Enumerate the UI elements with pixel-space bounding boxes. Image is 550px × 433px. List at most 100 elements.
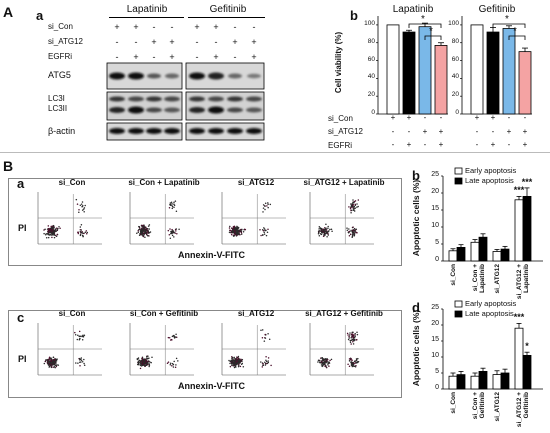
wb-lc3ii-band (128, 106, 144, 114)
viability-sig-star: * (505, 14, 509, 25)
wb-actin-band (164, 128, 180, 134)
wb-lc3i-band (189, 96, 205, 102)
viability-sign-cell: - (391, 127, 395, 136)
panel-label-B: B (3, 158, 14, 174)
apoptosis-bar (522, 354, 532, 390)
apoptosis-category-label: si_Con (450, 392, 457, 414)
viability-sign-cell: - (423, 140, 427, 149)
apoptosis-y-tick-label: 0 (435, 384, 439, 391)
viability-chart-title: Lapatinib (392, 4, 434, 15)
viability-y-tick-label: 40 (451, 73, 459, 81)
wb-lc3i-band (109, 96, 125, 102)
flow-ylabel-gefitinib: PI (18, 354, 27, 364)
flow-plot-title: si_Con + Gefitinib (129, 309, 199, 318)
viability-sign-cell: + (438, 127, 444, 136)
apoptosis-sig-star: *** (521, 176, 533, 187)
flow-plot-title: si_ATG12 + Gefitinib (305, 309, 383, 318)
flow-dot-cloud (228, 329, 272, 369)
flow-dot-cloud (228, 202, 272, 237)
legend-swatch-early (454, 167, 463, 175)
flow-dot-cloud (136, 333, 179, 370)
apoptosis-bar (448, 375, 458, 390)
apoptosis-bar (522, 195, 532, 262)
viability-sign-cell: + (390, 113, 396, 122)
wb-sign-cell: + (169, 37, 175, 47)
wb-sign-cell: + (133, 22, 139, 32)
wb-lc3i-band (128, 96, 144, 102)
wb-actin-band (189, 128, 205, 134)
apoptosis-bar (456, 374, 466, 390)
flow-plot-title: si_Con (58, 309, 86, 318)
viability-y-tick-label: 80 (367, 37, 375, 45)
wb-lc3ii-band (227, 107, 243, 113)
wb-row-label-egfri: EGFRi (48, 52, 72, 61)
flow-plot-title: si_ATG12 (237, 309, 275, 318)
apoptosis-bar (514, 199, 524, 262)
apoptosis-y-tick-label: 5 (435, 239, 439, 246)
wb-atg5-band (247, 73, 261, 79)
viability-chart-title: Gefitinib (478, 4, 516, 15)
apoptosis-sig-star: *** (513, 185, 525, 196)
viability-y-tick-label: 20 (367, 91, 375, 99)
legend-early-label: Early apoptosis (465, 299, 517, 308)
wb-actin-band (208, 128, 224, 134)
wb-lc3ii-band (164, 107, 180, 113)
viability-sign-cell: + (522, 127, 528, 136)
viability-y-tick-label: 60 (451, 55, 459, 63)
wb-sign-cell: + (133, 52, 139, 62)
viability-y-tick-label: 20 (451, 91, 459, 99)
flow-xlabel-lapatinib: Annexin-V-FITC (178, 250, 245, 260)
wb-sign-cell: - (134, 37, 138, 47)
wb-sign-cell: + (251, 37, 257, 47)
wb-sign-cell: - (252, 22, 256, 32)
viability-y-tick-label: 40 (367, 73, 375, 81)
wb-band-label-lc3i: LC3I (48, 94, 65, 103)
apoptosis-sig-star: *** (513, 312, 525, 323)
wb-sign-cell: + (151, 37, 157, 47)
viability-y-tick-label: 60 (367, 55, 375, 63)
viability-sig-bracket (424, 35, 442, 40)
viability-sign-cell: + (490, 140, 496, 149)
apoptosis-y-tick-label: 15 (431, 205, 439, 212)
viability-sign-cell: + (406, 113, 412, 122)
wb-sign-cell: - (233, 22, 237, 32)
viability-sign-cell: + (474, 113, 480, 122)
wb-row-label-siatg12: si_ATG12 (48, 37, 83, 46)
wb-atg5-band (228, 73, 242, 79)
wb-band-label-actin: β-actin (48, 126, 76, 136)
apoptosis-y-tick-label: 25 (431, 304, 439, 311)
viability-sig-star: * (421, 14, 425, 25)
flow-plot-title: si_ATG12 (237, 178, 275, 187)
apoptosis-category-label: si_ATG12 + Gefitinib (516, 392, 530, 428)
legend-swatch-early (454, 300, 463, 308)
flow-dot-cloud (317, 199, 360, 238)
viability-sign-cell: - (423, 113, 427, 122)
wb-sign-cell: - (233, 52, 237, 62)
wb-sign-cell: + (251, 52, 257, 62)
apoptosis-bar (514, 327, 524, 390)
apoptosis-y-tick-label: 20 (431, 188, 439, 195)
viability-y-tick-label: 100 (448, 19, 459, 27)
wb-atg5-band (189, 72, 205, 80)
apoptosis-bar (448, 250, 458, 262)
apoptosis-category-label: si_Con + Gefitinib (472, 392, 486, 420)
viability-sign-cell: + (522, 140, 528, 149)
wb-sign-cell: - (152, 22, 156, 32)
wb-actin-strip-gefitinib (185, 122, 265, 141)
apoptosis-ylabel: Apoptotic cells (%) (411, 179, 421, 256)
apoptosis-y-tick-label: 10 (431, 222, 439, 229)
wb-lc3ii-band (208, 106, 224, 114)
wb-lc3i-band (208, 96, 224, 102)
panel-label-Ab: b (350, 8, 358, 23)
apoptosis-y-tick-label: 20 (431, 320, 439, 327)
wb-sign-cell: - (195, 37, 199, 47)
apoptosis-bar (456, 246, 466, 262)
wb-actin-band (246, 128, 262, 134)
wb-lc3ii-band (146, 107, 162, 113)
viability-sign-cell: - (407, 127, 411, 136)
viability-sign-cell: + (438, 140, 444, 149)
apoptosis-y-tick-label: 25 (431, 171, 439, 178)
wb-lc3i-band (146, 96, 162, 102)
